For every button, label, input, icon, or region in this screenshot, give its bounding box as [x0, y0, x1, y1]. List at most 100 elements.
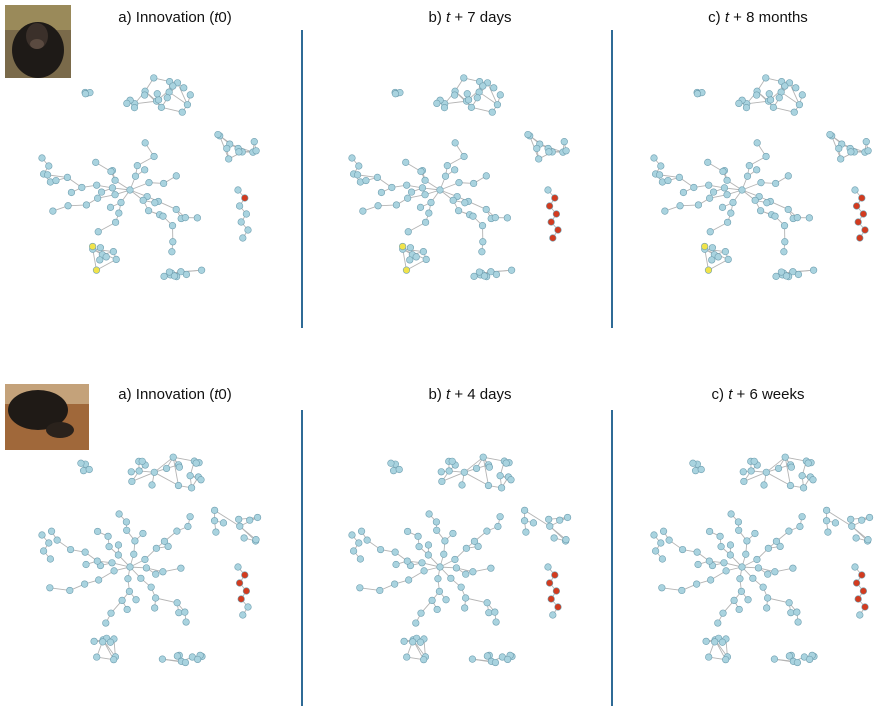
node: [350, 548, 357, 555]
node: [660, 528, 667, 535]
node: [159, 656, 166, 663]
node: [129, 478, 136, 485]
node: [148, 584, 155, 591]
node: [357, 585, 364, 592]
node: [123, 519, 130, 526]
node: [676, 174, 683, 181]
network: [651, 75, 872, 280]
node: [132, 538, 139, 545]
node: [423, 256, 430, 263]
node: [127, 187, 134, 194]
node: [173, 206, 180, 213]
node: [860, 211, 867, 218]
node: [240, 235, 247, 242]
node: [728, 511, 735, 518]
node: [161, 273, 168, 280]
node: [152, 199, 159, 206]
node: [781, 248, 788, 255]
node: [392, 90, 399, 97]
node: [235, 187, 242, 194]
node: [746, 162, 753, 169]
node: [442, 538, 449, 545]
node: [155, 97, 162, 104]
node: [503, 460, 510, 467]
node: [783, 273, 790, 280]
title-part: c): [712, 386, 729, 403]
node: [763, 469, 770, 476]
node: [451, 92, 458, 99]
node: [391, 581, 398, 588]
node: [835, 145, 842, 152]
node: [552, 195, 559, 202]
node: [236, 523, 243, 530]
node: [470, 180, 477, 187]
panel-title: a) Innovation (t0): [118, 9, 231, 26]
node: [401, 638, 408, 645]
node: [480, 83, 487, 90]
node: [862, 604, 869, 611]
node: [356, 540, 363, 547]
node: [403, 182, 410, 189]
node: [474, 94, 481, 101]
node: [107, 204, 114, 211]
node: [561, 138, 568, 145]
node: [460, 75, 467, 82]
node: [182, 609, 189, 616]
node: [139, 458, 146, 465]
node: [555, 604, 562, 611]
node: [709, 244, 716, 251]
node: [651, 532, 658, 539]
node: [693, 581, 700, 588]
node: [853, 580, 860, 587]
node: [388, 460, 395, 467]
node: [717, 533, 724, 540]
title-part: c): [708, 9, 725, 26]
node: [94, 528, 101, 535]
node: [422, 177, 429, 184]
node: [426, 511, 433, 518]
node: [461, 605, 468, 612]
node: [67, 587, 74, 594]
title-part: a) Innovation (: [118, 386, 214, 403]
node: [795, 619, 802, 626]
node: [848, 523, 855, 530]
node: [744, 538, 751, 545]
node: [243, 211, 250, 218]
node: [442, 173, 449, 180]
node: [489, 109, 496, 116]
node: [546, 203, 553, 210]
node: [150, 75, 157, 82]
node: [786, 599, 793, 606]
node: [452, 140, 459, 147]
node: [723, 568, 730, 575]
node: [98, 189, 105, 196]
node: [405, 228, 412, 235]
panel-title: a) Innovation (t0): [118, 386, 231, 403]
node: [462, 571, 469, 578]
node: [116, 511, 123, 518]
title-part: + 8 months: [729, 9, 808, 26]
node: [79, 184, 86, 191]
edge: [766, 472, 790, 485]
node: [545, 516, 552, 523]
node: [94, 558, 101, 565]
node: [408, 189, 415, 196]
node: [138, 575, 145, 582]
node: [46, 540, 53, 547]
node: [703, 638, 710, 645]
node: [794, 659, 801, 666]
node: [462, 199, 469, 206]
node: [112, 177, 119, 184]
node: [53, 177, 60, 184]
node: [140, 197, 147, 204]
node: [99, 639, 106, 646]
node: [652, 548, 659, 555]
node: [435, 575, 442, 582]
node: [240, 612, 247, 619]
node: [823, 517, 830, 524]
node: [146, 179, 153, 186]
node: [775, 465, 782, 472]
photo-bottom: [5, 384, 89, 450]
node: [485, 482, 492, 489]
node: [349, 155, 356, 162]
